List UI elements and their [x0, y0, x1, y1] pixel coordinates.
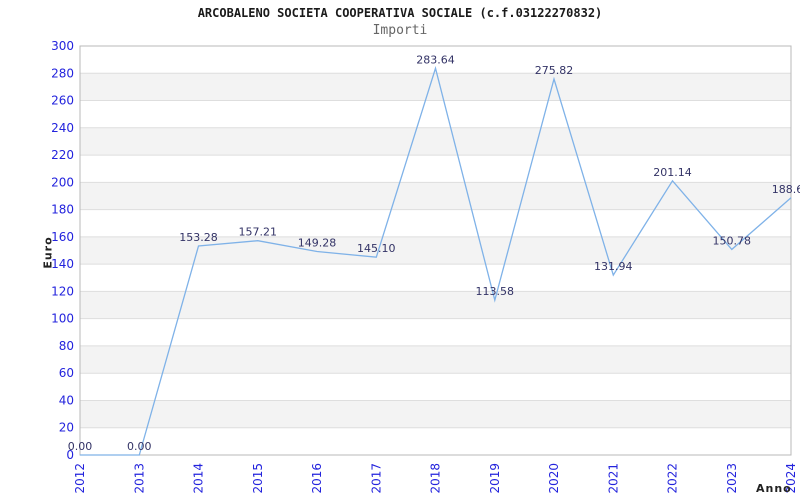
point-label: 0.00 [68, 440, 93, 453]
y-tick-label: 20 [59, 421, 74, 435]
point-label: 188.64 [772, 183, 800, 196]
chart-title: ARCOBALENO SOCIETA COOPERATIVA SOCIALE (… [197, 6, 603, 20]
point-label: 150.78 [713, 234, 752, 247]
y-tick-label: 120 [51, 284, 74, 298]
plot-band [80, 236, 791, 265]
plot-band [80, 127, 791, 156]
point-label: 153.28 [179, 231, 218, 244]
x-tick-label: 2018 [429, 463, 443, 494]
point-label: 201.14 [653, 166, 692, 179]
point-label: 113.58 [476, 285, 515, 298]
point-label: 283.64 [416, 53, 455, 66]
x-tick-label: 2017 [369, 463, 383, 494]
plot-band [80, 291, 791, 319]
y-tick-label: 260 [51, 94, 74, 108]
y-tick-label: 40 [59, 394, 74, 408]
x-tick-label: 2022 [666, 463, 680, 494]
plot-band [80, 400, 791, 428]
y-tick-label: 220 [51, 148, 74, 162]
x-axis-title: Anno [756, 482, 792, 495]
y-tick-label: 180 [51, 203, 74, 217]
point-label: 0.00 [127, 440, 152, 453]
y-tick-label: 300 [51, 39, 74, 53]
point-label: 131.94 [594, 260, 633, 273]
point-label: 149.28 [298, 237, 337, 250]
point-label: 275.82 [535, 64, 574, 77]
x-tick-label: 2013 [132, 463, 146, 494]
y-tick-label: 240 [51, 121, 74, 135]
plot-band [80, 345, 791, 374]
x-tick-label: 2016 [310, 463, 324, 494]
y-tick-label: 160 [51, 230, 74, 244]
x-tick-label: 2023 [725, 463, 739, 494]
point-label: 145.10 [357, 242, 396, 255]
x-tick-label: 2015 [251, 463, 265, 494]
y-tick-label: 140 [51, 257, 74, 271]
plot-band [80, 182, 791, 210]
point-label: 157.21 [239, 226, 278, 239]
x-tick-label: 2020 [547, 463, 561, 494]
x-tick-label: 2014 [192, 463, 206, 494]
x-tick-label: 2019 [488, 463, 502, 494]
chart-subtitle: Importi [372, 23, 428, 38]
y-tick-label: 280 [51, 66, 74, 80]
y-tick-label: 100 [51, 312, 74, 326]
y-tick-label: 200 [51, 175, 74, 189]
x-tick-label: 2024 [784, 463, 798, 494]
y-tick-label: 60 [59, 366, 74, 380]
y-tick-label: 0 [66, 448, 74, 462]
y-tick-label: 80 [59, 339, 74, 353]
x-tick-label: 2021 [606, 463, 620, 494]
x-tick-label: 2012 [73, 463, 87, 494]
series-line [80, 65, 792, 456]
plot-border [79, 45, 792, 456]
y-axis-title: Euro [41, 236, 55, 269]
plot-band [80, 73, 791, 101]
